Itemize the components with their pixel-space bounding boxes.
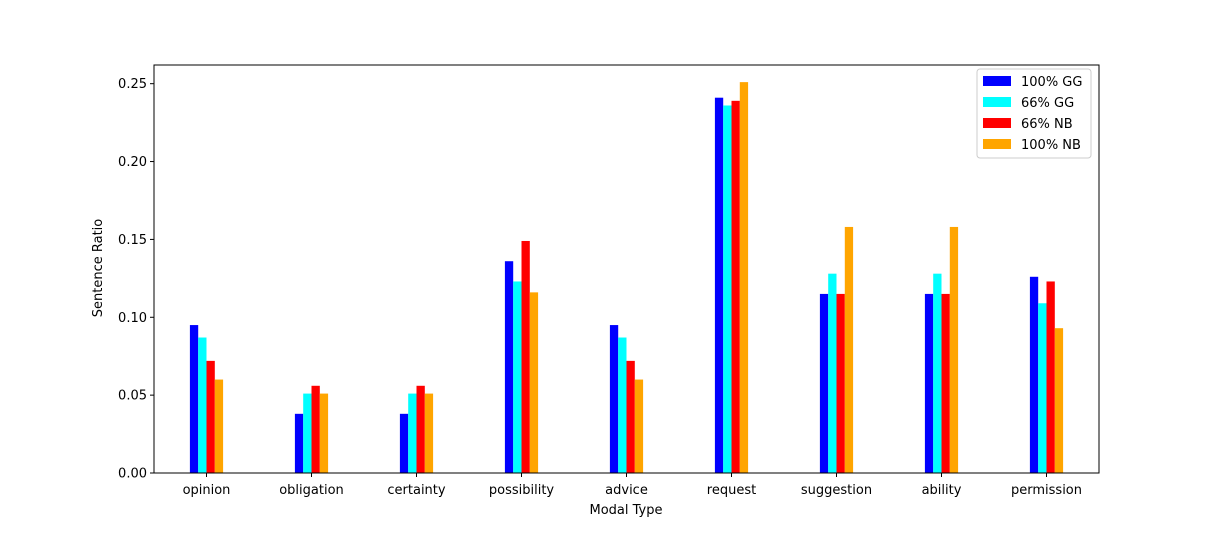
y-tick-label: 0.10: [118, 311, 147, 326]
x-axis-label: Modal Type: [590, 503, 663, 518]
bar-possibility-100-nb: [529, 292, 539, 473]
legend: 100% GG 66% GG 66% NB 100% NB: [976, 68, 1092, 159]
y-axis-label: Sentence Ratio: [91, 219, 106, 318]
legend-swatch: [983, 76, 1011, 86]
bars-layer: [189, 82, 1064, 474]
bar-permission-66-gg: [1038, 303, 1047, 473]
x-tick-label: certainty: [387, 483, 446, 498]
bar-request-100-nb: [739, 82, 749, 473]
legend-frame: [976, 68, 1092, 159]
bar-suggestion-66-gg: [828, 273, 837, 473]
x-tick-label: opinion: [183, 483, 231, 498]
legend-items: 100% GG 66% GG 66% NB 100% NB: [983, 75, 1082, 153]
legend-swatch: [983, 97, 1011, 107]
legend-swatch: [983, 118, 1011, 128]
bar-opinion-66-nb: [206, 360, 215, 473]
bar-possibility-66-nb: [521, 240, 530, 473]
bar-ability-66-nb: [941, 293, 950, 473]
bar-opinion-100-nb: [214, 379, 224, 473]
x-tick-label: permission: [1011, 483, 1082, 498]
bar-certainty-66-gg: [408, 393, 417, 473]
legend-label: 100% GG: [1021, 75, 1082, 90]
y-tick-label: 0.00: [118, 467, 147, 482]
bar-permission-100-gg: [1029, 276, 1039, 473]
x-tick-label: suggestion: [801, 483, 872, 498]
bar-ability-100-gg: [924, 293, 934, 473]
x-tick-label: possibility: [489, 483, 555, 498]
bar-suggestion-66-nb: [836, 293, 845, 473]
bar-request-100-gg: [714, 97, 724, 473]
bar-suggestion-100-gg: [819, 293, 829, 473]
bar-permission-100-nb: [1054, 328, 1064, 473]
x-tick-label: advice: [605, 483, 648, 498]
bar-obligation-66-gg: [303, 393, 312, 473]
bar-possibility-100-gg: [504, 261, 514, 473]
y-tick-label: 0.25: [118, 77, 147, 92]
bar-permission-66-nb: [1046, 281, 1055, 473]
bar-ability-66-gg: [933, 273, 942, 473]
bar-obligation-66-nb: [311, 385, 320, 473]
bar-request-66-gg: [723, 105, 732, 474]
bar-request-66-nb: [731, 100, 740, 473]
bar-advice-66-gg: [618, 337, 627, 473]
bar-certainty-66-nb: [416, 385, 425, 473]
bar-opinion-100-gg: [189, 325, 199, 473]
x-tick-label: ability: [922, 483, 962, 498]
bar-advice-100-gg: [609, 325, 619, 473]
bar-advice-100-nb: [634, 379, 644, 473]
legend-label: 100% NB: [1021, 138, 1081, 153]
bar-opinion-66-gg: [198, 337, 207, 473]
y-tick-label: 0.15: [118, 233, 147, 248]
y-tick-label: 0.20: [118, 155, 147, 170]
x-tick-label: request: [707, 483, 756, 498]
legend-label: 66% NB: [1021, 117, 1073, 132]
bar-ability-100-nb: [949, 226, 959, 473]
bar-suggestion-100-nb: [844, 226, 854, 473]
bar-obligation-100-gg: [294, 413, 304, 473]
ticks-layer: 0.00 0.05 0.10 0.15 0.20 0.25 opinion obligatio…: [118, 77, 1082, 498]
bar-certainty-100-gg: [399, 413, 409, 473]
y-tick-label: 0.05: [118, 389, 147, 404]
legend-swatch: [983, 139, 1011, 149]
bar-obligation-100-nb: [319, 393, 329, 473]
bar-possibility-66-gg: [513, 281, 522, 473]
x-tick-label: obligation: [279, 483, 344, 498]
bar-advice-66-nb: [626, 360, 635, 473]
bar-certainty-100-nb: [424, 393, 434, 473]
legend-label: 66% GG: [1021, 96, 1074, 111]
